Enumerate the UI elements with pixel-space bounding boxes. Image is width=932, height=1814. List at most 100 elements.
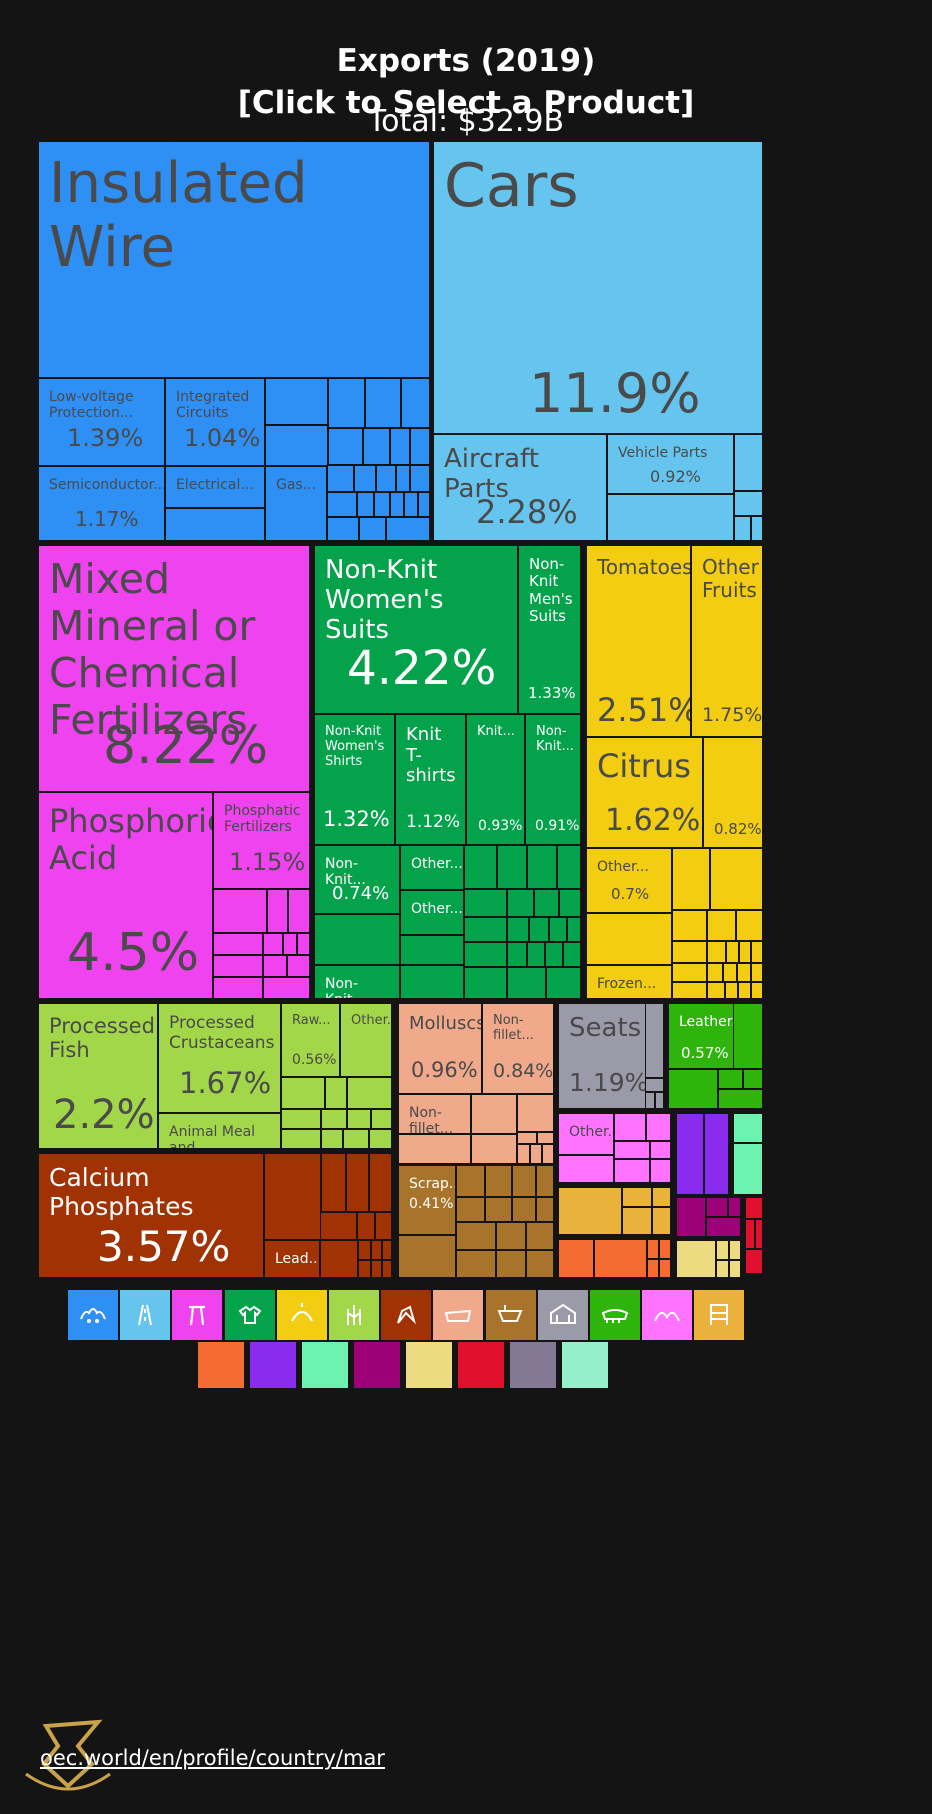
- treemap-tile[interactable]: Other...: [340, 1003, 392, 1077]
- legend-swatch[interactable]: [694, 1290, 745, 1340]
- treemap-tile[interactable]: [321, 1109, 347, 1129]
- treemap-tile[interactable]: [398, 1235, 456, 1278]
- treemap-tile[interactable]: Lead...: [264, 1240, 320, 1278]
- treemap-tile[interactable]: [213, 955, 263, 977]
- treemap-tile[interactable]: [365, 378, 401, 428]
- treemap-tile[interactable]: [327, 465, 354, 492]
- treemap-tile[interactable]: [369, 1129, 392, 1149]
- treemap-tile[interactable]: Gas...: [265, 466, 327, 541]
- treemap-tile[interactable]: [706, 1217, 741, 1237]
- treemap-tile[interactable]: [738, 982, 751, 999]
- treemap-tile[interactable]: [359, 517, 386, 541]
- treemap-tile[interactable]: [645, 1078, 664, 1092]
- treemap-tile[interactable]: [614, 1159, 650, 1183]
- treemap-tile[interactable]: [321, 1129, 343, 1149]
- treemap-tile[interactable]: Non-Knit Women's Shirts 1.32%: [314, 714, 395, 845]
- treemap-tile[interactable]: [471, 1094, 517, 1134]
- treemap-tile[interactable]: [546, 967, 581, 999]
- treemap-tile[interactable]: [733, 1003, 763, 1069]
- treemap-tile[interactable]: [652, 1207, 671, 1235]
- treemap-tile[interactable]: Knit T-shirts 1.12%: [395, 714, 466, 845]
- treemap-tile[interactable]: [358, 1240, 371, 1260]
- treemap-tile[interactable]: [676, 1240, 716, 1278]
- treemap-tile[interactable]: [751, 941, 763, 963]
- legend-swatch[interactable]: [276, 1290, 327, 1340]
- treemap-tile[interactable]: [346, 1153, 369, 1212]
- treemap-tile[interactable]: [676, 1197, 706, 1237]
- treemap-tile[interactable]: [343, 1129, 369, 1149]
- treemap-tile[interactable]: Citrus 1.62%: [586, 737, 703, 848]
- treemap-tile[interactable]: [314, 914, 400, 965]
- treemap-tile[interactable]: [398, 1134, 471, 1164]
- treemap-tile[interactable]: [536, 1197, 554, 1222]
- treemap-tile[interactable]: [485, 1165, 512, 1197]
- treemap-tile[interactable]: [716, 1240, 729, 1260]
- treemap-tile[interactable]: [363, 428, 390, 465]
- treemap-tile[interactable]: [320, 1212, 357, 1240]
- treemap-tile[interactable]: Non-Knit...: [314, 965, 400, 999]
- legend-swatch[interactable]: [302, 1342, 348, 1388]
- treemap-tile[interactable]: Raw... 0.56%: [281, 1003, 340, 1077]
- treemap-tile[interactable]: [347, 1109, 371, 1129]
- treemap-tile[interactable]: Non-Knit... 0.74%: [314, 845, 400, 914]
- treemap-tile[interactable]: [497, 845, 527, 889]
- legend-swatch[interactable]: [198, 1342, 244, 1388]
- treemap-tile[interactable]: [716, 1260, 729, 1278]
- select-product-prompt[interactable]: [Click to Select a Product]: [237, 85, 695, 121]
- treemap-tile[interactable]: [745, 1219, 755, 1249]
- treemap-tile[interactable]: [526, 1222, 554, 1250]
- treemap-tile[interactable]: [213, 933, 263, 955]
- treemap-tile[interactable]: [288, 889, 310, 933]
- treemap-tile[interactable]: [659, 1259, 671, 1278]
- treemap-tile[interactable]: [672, 848, 710, 910]
- treemap-tile[interactable]: [358, 1260, 371, 1278]
- treemap-tile[interactable]: Molluscs 0.96%: [398, 1003, 482, 1094]
- treemap-tile[interactable]: [622, 1187, 652, 1207]
- legend-swatch[interactable]: [120, 1290, 171, 1340]
- treemap-tile[interactable]: Other... 0.7%: [586, 848, 672, 913]
- treemap-tile[interactable]: [371, 1240, 382, 1260]
- treemap-tile[interactable]: [646, 1113, 671, 1141]
- legend-swatch[interactable]: [642, 1290, 693, 1340]
- treemap-tile[interactable]: [645, 1003, 664, 1078]
- treemap-tile[interactable]: [471, 1134, 517, 1164]
- treemap-tile[interactable]: [456, 1250, 496, 1278]
- treemap-tile[interactable]: Frozen...: [586, 965, 672, 999]
- legend-swatch[interactable]: [250, 1342, 296, 1388]
- treemap-tile[interactable]: [728, 1197, 741, 1217]
- treemap-tile[interactable]: 0.82%: [703, 737, 763, 848]
- treemap-tile[interactable]: Other...: [400, 890, 464, 935]
- treemap-tile[interactable]: [594, 1239, 647, 1278]
- treemap-tile[interactable]: [647, 1239, 659, 1259]
- legend-swatch[interactable]: [562, 1342, 608, 1388]
- treemap-tile[interactable]: [507, 889, 534, 917]
- treemap-tile[interactable]: [507, 967, 546, 999]
- treemap-tile[interactable]: Phosphatic Fertilizers 1.15%: [213, 792, 310, 889]
- treemap-tile[interactable]: [357, 1212, 375, 1240]
- treemap-tile[interactable]: Tomatoes 2.51%: [586, 545, 691, 737]
- treemap-tile[interactable]: [645, 1092, 655, 1109]
- treemap-tile[interactable]: Processed Crustaceans 1.67%: [158, 1003, 281, 1113]
- treemap-tile[interactable]: Electrical...: [165, 466, 265, 508]
- treemap-tile[interactable]: [530, 1144, 542, 1164]
- treemap-tile[interactable]: [507, 917, 529, 942]
- treemap-tile[interactable]: [542, 1144, 554, 1164]
- treemap-tile[interactable]: Animal Meal and...: [158, 1113, 281, 1149]
- treemap-tile[interactable]: [325, 1077, 347, 1109]
- treemap-tile[interactable]: [410, 465, 430, 492]
- treemap-tile[interactable]: [347, 1077, 392, 1109]
- treemap-tile[interactable]: [739, 941, 751, 963]
- treemap-tile[interactable]: [401, 378, 430, 428]
- treemap-tile[interactable]: [704, 1113, 729, 1195]
- treemap-tile[interactable]: [390, 492, 404, 517]
- treemap-tile[interactable]: Phosphoric Acid 4.5%: [38, 792, 213, 999]
- treemap-tile[interactable]: Other...: [400, 845, 464, 890]
- treemap-tile[interactable]: [745, 1249, 763, 1274]
- treemap-tile[interactable]: [327, 492, 357, 517]
- treemap-tile[interactable]: Processed Fish 2.2%: [38, 1003, 158, 1149]
- treemap-tile[interactable]: [607, 494, 734, 541]
- treemap-tile[interactable]: [586, 913, 672, 965]
- treemap-tile[interactable]: [751, 963, 763, 982]
- treemap-tile[interactable]: [464, 967, 507, 999]
- treemap-tile[interactable]: [659, 1239, 671, 1259]
